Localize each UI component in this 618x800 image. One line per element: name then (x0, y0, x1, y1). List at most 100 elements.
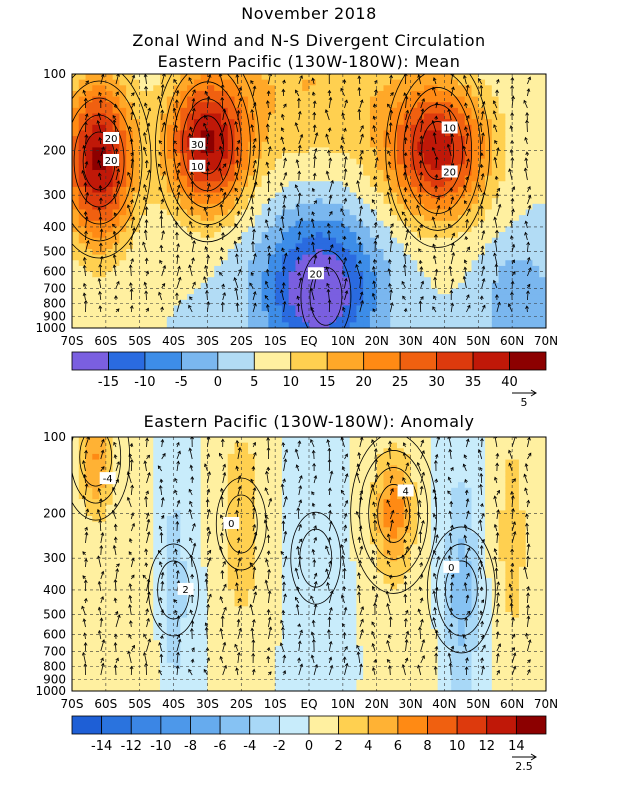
heat-cell (451, 102, 459, 109)
heat-cell (369, 74, 378, 81)
heat-cell (248, 74, 256, 81)
heat-cell (119, 265, 127, 273)
heat-cell (369, 107, 378, 115)
heat-cell (146, 209, 154, 216)
heat-cell (451, 271, 459, 278)
wind-arrow (281, 289, 284, 301)
heat-cell (512, 113, 520, 120)
heat-cell (485, 243, 493, 250)
heat-cell (363, 181, 371, 188)
heat-cell (85, 685, 93, 691)
heat-cell (329, 130, 337, 137)
heat-cell (268, 277, 276, 284)
heat-cell (485, 153, 493, 160)
heat-cell (220, 141, 229, 148)
heat-cell (403, 96, 412, 103)
heat-cell (99, 186, 107, 194)
wind-arrow-head (223, 121, 227, 126)
heat-cell (532, 85, 540, 92)
heat-cell (234, 243, 242, 250)
heat-cell (275, 282, 283, 290)
wind-arrow (359, 150, 364, 157)
heat-cell (518, 85, 527, 92)
wind-arrow-head (388, 282, 392, 287)
heat-cell (126, 237, 134, 244)
heat-cell (119, 583, 127, 590)
heat-cell (72, 651, 80, 658)
heat-cell (92, 305, 100, 312)
heat-cell (410, 299, 418, 307)
colorbar-swatch (180, 351, 219, 371)
heat-cell (532, 96, 540, 103)
heat-cell (99, 90, 107, 98)
heat-cell (437, 271, 446, 278)
heat-cell (126, 96, 134, 103)
heat-cell (309, 203, 317, 211)
heat-cell (119, 482, 127, 489)
heat-cell (214, 153, 222, 160)
wind-arrow-head (421, 98, 425, 102)
heat-cell (437, 288, 446, 295)
heat-cell (85, 192, 93, 199)
heat-cell (146, 465, 154, 472)
heat-cell (437, 203, 446, 211)
heat-cell (214, 248, 222, 256)
heat-cell (356, 215, 364, 222)
wind-arrow-head (481, 132, 485, 136)
heat-cell (132, 611, 141, 619)
heat-cell (268, 282, 276, 290)
heat-cell (518, 169, 527, 177)
heat-cell (464, 130, 473, 137)
heat-cell (329, 175, 337, 182)
heat-cell (498, 311, 506, 318)
heat-cell (261, 124, 269, 132)
heat-cell (166, 102, 175, 109)
heat-cell (268, 107, 276, 115)
heat-cell (302, 164, 310, 171)
heat-cell (166, 119, 175, 126)
wind-arrow (298, 193, 301, 205)
wind-arrow (523, 100, 528, 109)
colorbar-swatch (509, 351, 547, 371)
heat-cell (363, 203, 371, 211)
wind-arrow-head (189, 230, 193, 235)
wind-arrow (493, 124, 498, 133)
wind-arrow (250, 217, 254, 229)
heat-cell (342, 124, 351, 132)
wind-arrow-head (281, 88, 286, 93)
heat-cell (410, 85, 418, 92)
heat-cell (369, 260, 378, 267)
heat-cell (119, 181, 127, 188)
heat-cell (254, 265, 263, 273)
heat-cell (369, 294, 378, 301)
heat-cell (241, 299, 249, 307)
heat-cell (227, 254, 236, 261)
wind-arrow (420, 120, 423, 133)
heat-cell (261, 254, 269, 261)
heat-cell (417, 322, 425, 328)
heat-cell (187, 299, 195, 307)
heat-cell (369, 141, 378, 148)
heat-cell (146, 107, 154, 115)
heat-cell (295, 305, 303, 312)
wind-arrow-head (250, 271, 255, 276)
heat-cell (72, 136, 80, 143)
heat-cell (383, 265, 391, 273)
heat-cell (363, 316, 371, 323)
wind-arrow-head (220, 83, 225, 88)
heat-cell (241, 220, 249, 227)
wind-arrow (508, 303, 513, 313)
wind-arrow-head (233, 277, 238, 281)
heat-cell (146, 232, 154, 239)
heat-cell (532, 119, 540, 126)
heat-cell (532, 107, 540, 115)
wind-arrow-head (188, 133, 192, 137)
heat-cell (322, 119, 330, 126)
heat-cell (227, 294, 236, 301)
heat-cell (417, 305, 425, 312)
heat-cell (105, 566, 114, 574)
heat-cell (220, 265, 229, 273)
heat-cell (539, 74, 546, 81)
heat-cell (478, 169, 486, 177)
wind-arrow-head (234, 187, 238, 192)
